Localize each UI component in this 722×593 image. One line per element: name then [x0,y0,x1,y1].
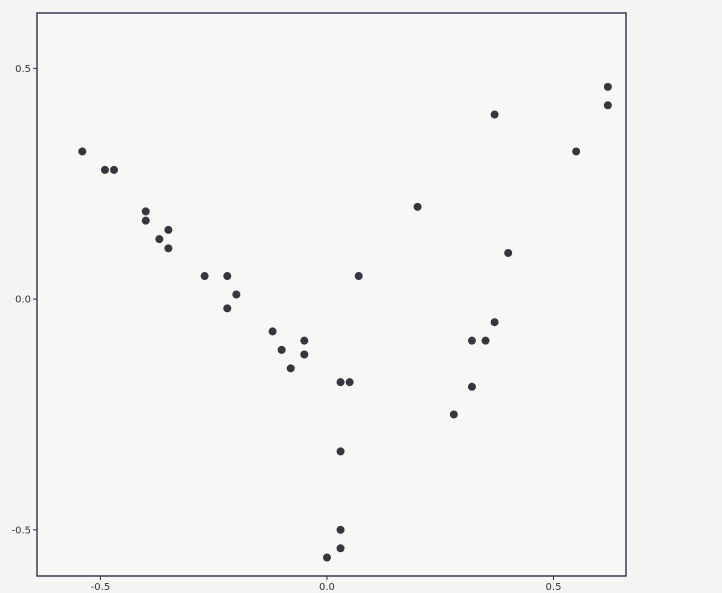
data-point [277,345,286,354]
data-point [481,336,490,345]
data-point [336,447,345,456]
data-point [572,147,581,156]
data-point [78,147,87,156]
data-point [300,336,309,345]
data-point [223,304,232,313]
data-point [232,290,241,299]
data-point [336,544,345,553]
data-point [490,318,499,327]
data-point [164,244,173,253]
data-point [504,248,513,257]
data-point [603,82,612,91]
data-point [467,336,476,345]
data-point [354,272,363,281]
data-point [100,165,109,174]
y-tick-label: 0.0 [15,295,31,306]
data-point [449,410,458,419]
data-point [110,165,119,174]
data-point [200,272,209,281]
data-point [141,207,150,216]
data-point [467,382,476,391]
data-point [164,225,173,234]
data-point [603,101,612,110]
data-point [268,327,277,336]
data-point [286,364,295,373]
y-axis-ticks: 0.5 0.0 -0.5 [11,64,37,536]
data-point [413,202,422,211]
plot-area [36,12,627,577]
y-tick-label: -0.5 [11,525,31,536]
data-point [223,272,232,281]
y-tick-label: 0.5 [15,64,31,75]
x-tick-label: -0.5 [91,582,111,593]
data-point [155,235,164,244]
data-point [300,350,309,359]
data-point [345,378,354,387]
x-axis-ticks: -0.5 0.0 0.5 [91,576,562,593]
data-point [490,110,499,119]
data-point [322,553,331,562]
data-point [336,525,345,534]
data-points [78,82,612,562]
data-point [141,216,150,225]
x-tick-label: 0.5 [546,582,562,593]
data-point [336,378,345,387]
x-tick-label: 0.0 [319,582,335,593]
